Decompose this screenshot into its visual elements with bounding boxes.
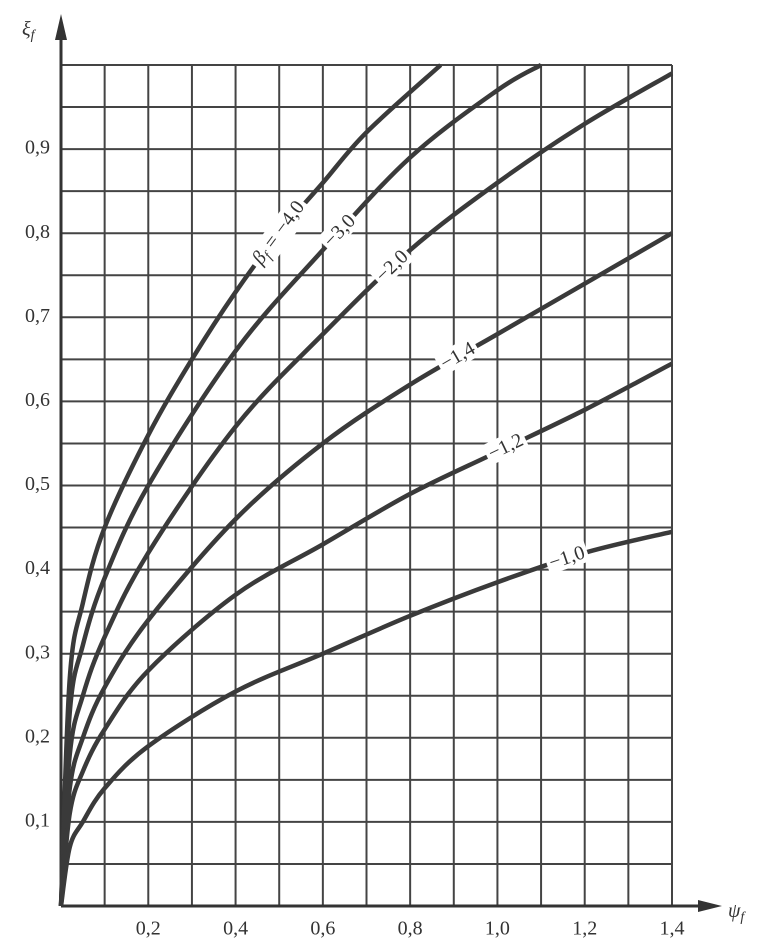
x-tick-label: 1,0: [485, 918, 510, 940]
curve-label-bg: [481, 427, 530, 466]
curve-label-bg: [316, 207, 362, 254]
y-tick-label: 0,3: [25, 641, 50, 663]
curve-label-bg: [433, 335, 482, 376]
y-tick-label: 0,2: [25, 725, 50, 747]
y-axis-arrow: [55, 14, 67, 40]
x-tick-label: 1,2: [572, 918, 597, 940]
y-axis-subscript: f: [31, 28, 37, 43]
curve-label-bg: [245, 193, 314, 274]
y-tick-label: 0,4: [25, 557, 50, 579]
y-tick-label: 0,1: [25, 809, 50, 831]
x-tick-label: 0,6: [310, 918, 335, 940]
y-tick-label: 0,6: [25, 389, 50, 411]
x-axis-subscript: f: [740, 910, 746, 925]
x-tick-label: 0,8: [398, 918, 423, 940]
x-tick-label: 1,4: [660, 918, 685, 940]
grid: [60, 64, 673, 907]
curve-label-bg: [368, 243, 415, 289]
curve: [58, 71, 674, 907]
x-axis-label: ψf: [728, 900, 746, 926]
y-tick-label: 0,9: [25, 137, 50, 159]
curve: [58, 361, 674, 907]
curve-label: −1,4: [433, 335, 482, 376]
y-tick-label: 0,5: [25, 473, 50, 495]
curve: [58, 529, 673, 907]
y-tick-label: 0,8: [25, 221, 50, 243]
curve-label-bg: [543, 540, 591, 575]
curve: [58, 63, 543, 907]
curve-label: −1,2: [481, 427, 530, 466]
curve: [58, 63, 443, 907]
y-axis-symbol: ξ: [22, 18, 31, 40]
x-axis-symbol: ψ: [728, 900, 741, 922]
curve-label: βf=−4,0: [245, 193, 314, 274]
x-axis-arrow: [698, 900, 722, 912]
x-tick-label: 0,2: [136, 918, 161, 940]
y-tick-label: 0,7: [25, 305, 50, 327]
y-axis-label: ξf: [22, 18, 37, 44]
curve: [58, 231, 674, 907]
x-tick-label: 0,4: [223, 918, 248, 940]
